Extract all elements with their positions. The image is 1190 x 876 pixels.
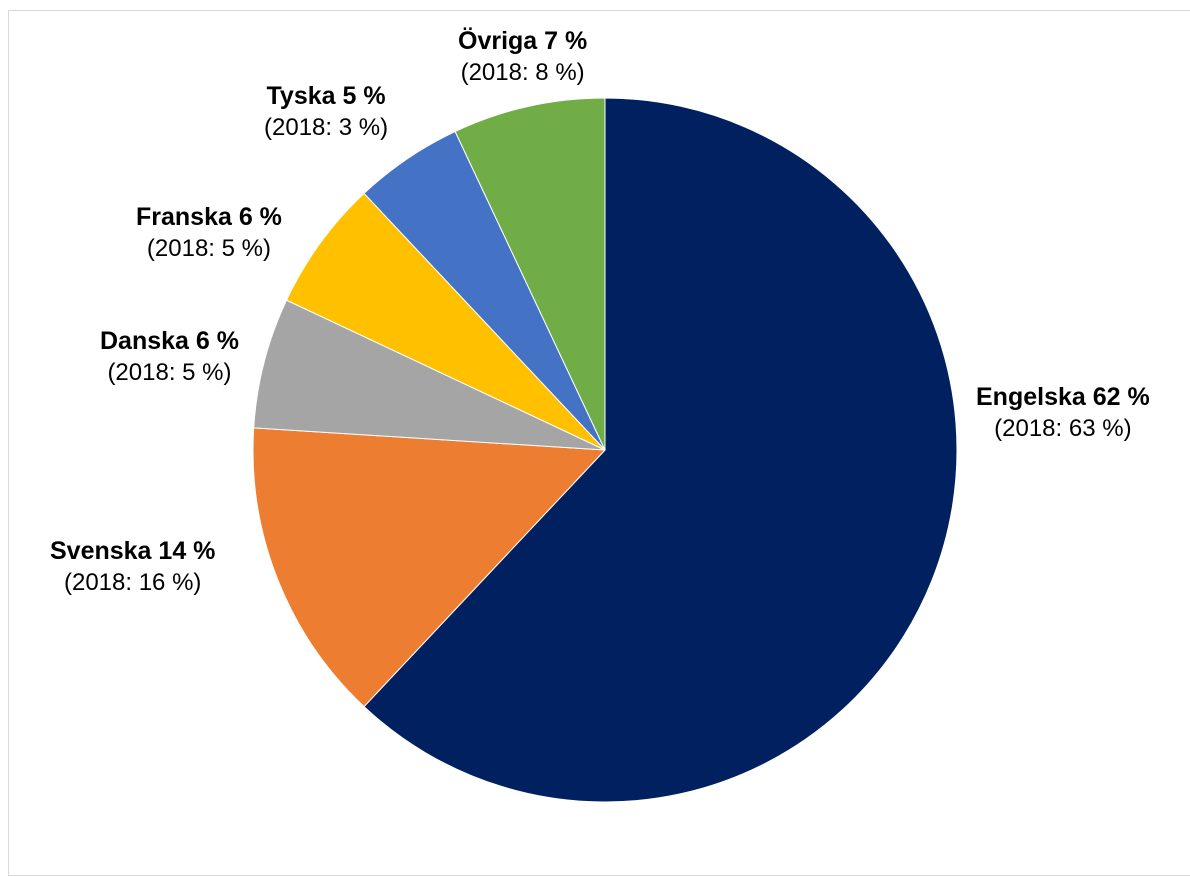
slice-prev-franska: (2018: 5 %) <box>146 235 271 262</box>
slice-name-tyska: Tyska 5 % <box>266 82 386 110</box>
pie-slice-svenska <box>252 427 607 708</box>
slice-prev-tyska: (2018: 3 %) <box>264 114 389 141</box>
slice-label-svenska: Svenska 14 % (2018: 16 %) <box>50 535 215 599</box>
slice-prev-ovriga: (2018: 8 %) <box>460 59 585 86</box>
pie-slice-franska <box>285 192 606 451</box>
slice-name-svenska: Svenska 14 % <box>50 537 216 565</box>
pie-slice-ovriga <box>454 97 606 451</box>
pie-slice-danska <box>253 299 606 451</box>
slice-label-engelska: Engelska 62 % (2018: 63 %) <box>976 381 1150 445</box>
pie-slice-engelska <box>363 97 958 803</box>
slice-name-danska: Danska 6 % <box>100 327 239 355</box>
slice-prev-danska: (2018: 5 %) <box>107 359 232 386</box>
slice-name-franska: Franska 6 % <box>136 203 282 231</box>
slice-label-tyska: Tyska 5 % (2018: 3 %) <box>264 80 388 144</box>
slice-label-danska: Danska 6 % (2018: 5 %) <box>100 325 239 389</box>
slice-prev-svenska: (2018: 16 %) <box>63 569 202 596</box>
slice-prev-engelska: (2018: 63 %) <box>994 415 1132 442</box>
slice-name-engelska: Engelska 62 % <box>976 383 1150 411</box>
slice-label-ovriga: Övriga 7 % (2018: 8 %) <box>458 25 587 89</box>
slice-label-franska: Franska 6 % (2018: 5 %) <box>136 201 282 265</box>
slice-name-ovriga: Övriga 7 % <box>458 27 588 55</box>
